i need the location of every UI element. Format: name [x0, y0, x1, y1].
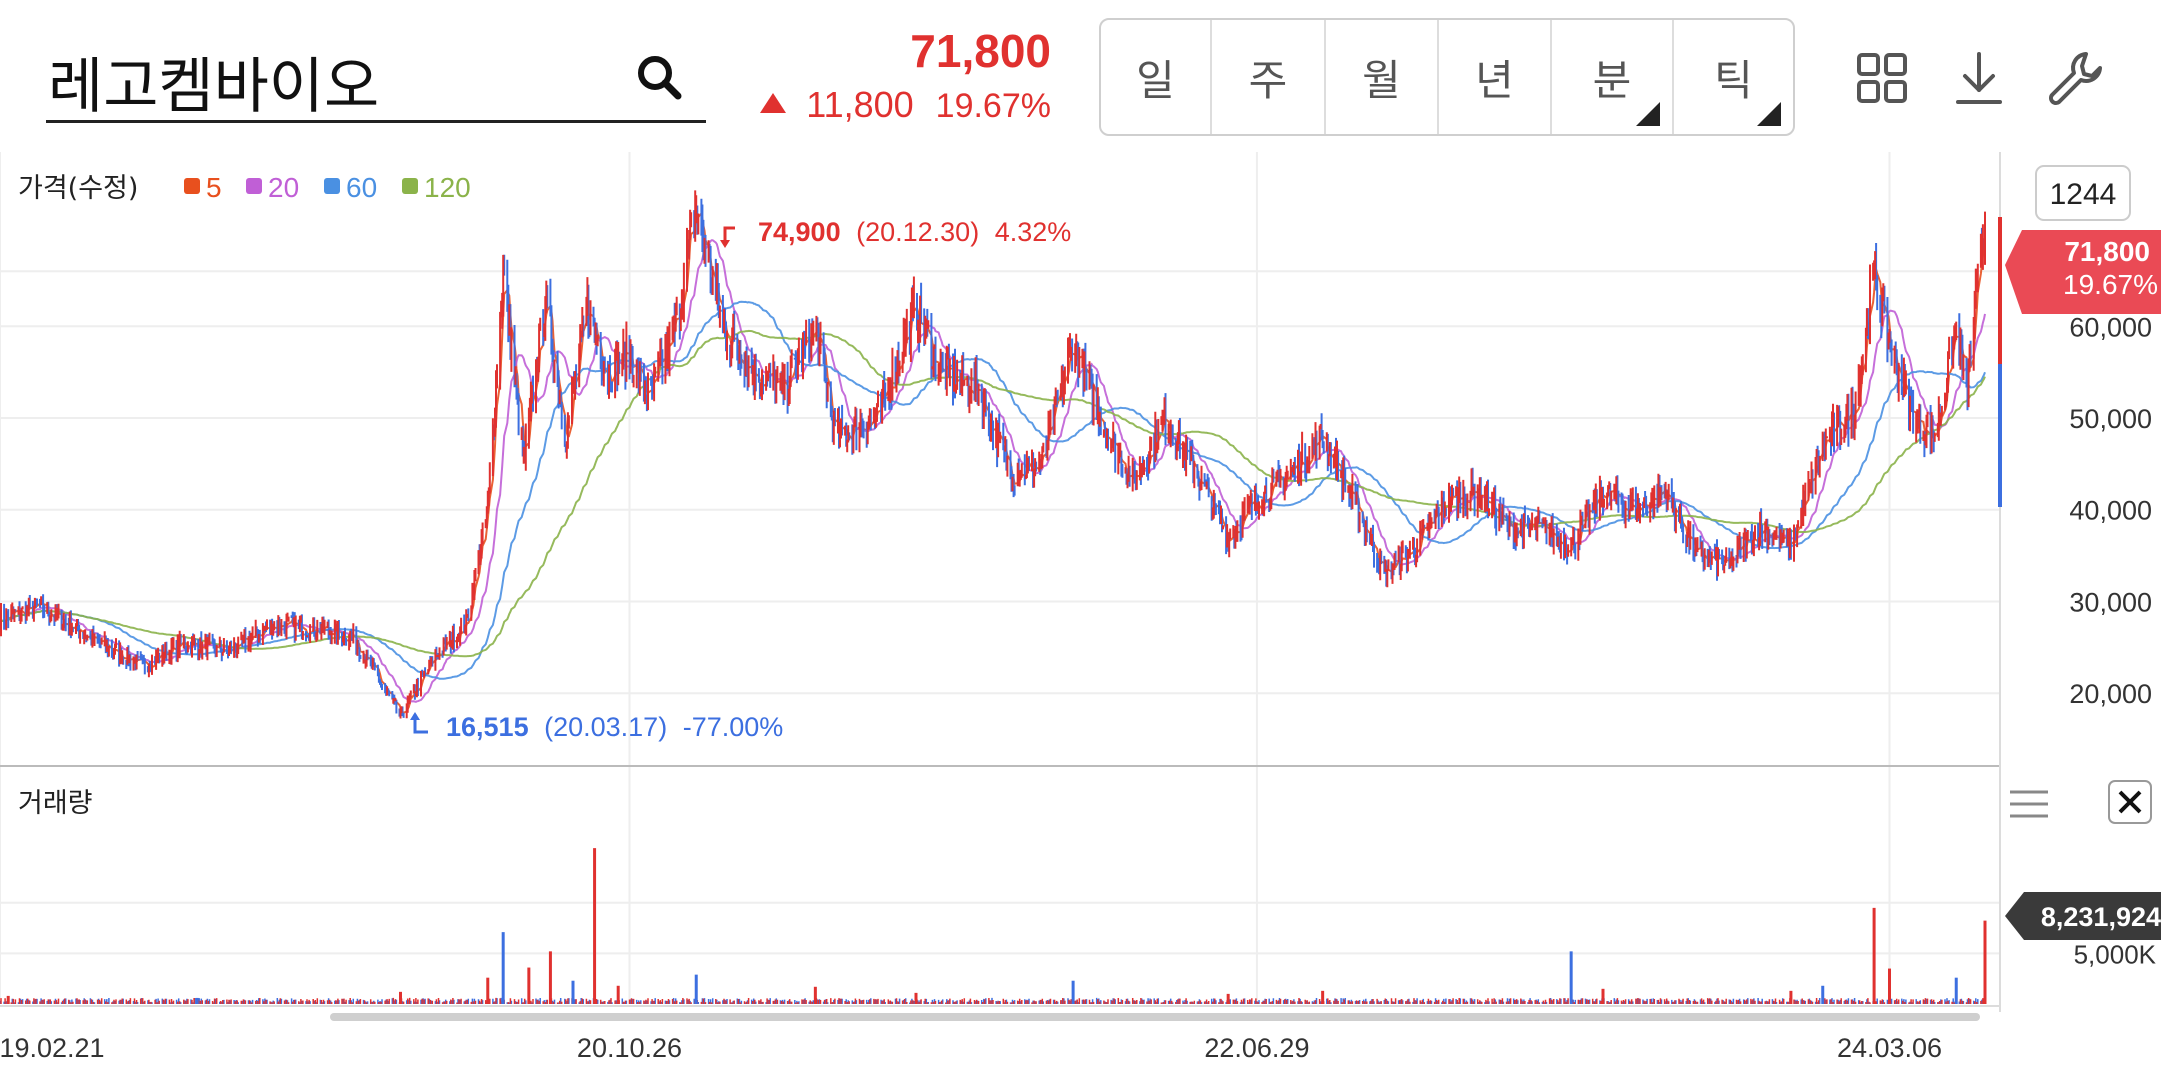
- y-tick-label: 60,000: [2069, 312, 2152, 342]
- change-percent: 19.67%: [935, 87, 1051, 125]
- volume-pane-title: 거래량: [18, 788, 93, 819]
- legend-label: 60: [346, 172, 377, 203]
- wrench-icon[interactable]: [2046, 48, 2106, 108]
- tab-day[interactable]: 일: [1101, 20, 1212, 134]
- current-price-tag: 71,800 19.67%: [2005, 230, 2161, 314]
- period-tabs: 일 주 월 년 분 틱: [1099, 18, 1795, 136]
- volume-tag: 8,231,924: [2005, 892, 2161, 940]
- tab-label: 년: [1475, 55, 1514, 105]
- ma-legend: 5 20 60 120: [184, 172, 471, 203]
- svg-text:74,900 (20.12.30): 74,900 (20.12.30) 4.32%: [758, 217, 1071, 247]
- current-price: 71,800: [910, 25, 1051, 77]
- horizontal-scrollbar[interactable]: [330, 1013, 1980, 1021]
- download-icon[interactable]: [1954, 50, 2004, 106]
- submenu-corner-icon: [1757, 102, 1781, 126]
- x-tick-label: 19.02.21: [0, 1033, 105, 1063]
- low-percent: -77.00%: [683, 712, 784, 742]
- y-tick-label: 40,000: [2069, 496, 2152, 526]
- search-icon[interactable]: [632, 50, 688, 106]
- change-amount: 11,800: [806, 84, 914, 125]
- legend-swatch: [324, 178, 340, 194]
- price-up-candles: [0, 190, 1986, 719]
- tab-minute[interactable]: 분: [1552, 20, 1674, 134]
- x-axis: 19.02.21 20.10.26 22.06.29 24.03.06: [0, 1033, 1942, 1063]
- volume-down-bars: [0, 997, 1985, 1004]
- x-tick-label: 20.10.26: [577, 1033, 682, 1063]
- legend-swatch: [184, 178, 200, 194]
- low-annotation: 16,515 (20.03.17) -77.00%: [410, 712, 783, 742]
- menu-icon[interactable]: [2010, 790, 2048, 818]
- grid: [0, 152, 2000, 1004]
- volume-bars: [0, 848, 1987, 1004]
- low-date: (20.03.17): [544, 712, 667, 742]
- high-percent: 4.32%: [995, 217, 1072, 247]
- up-triangle-icon: [760, 93, 787, 113]
- tab-label: 월: [1362, 55, 1401, 105]
- x-tick-label: 22.06.29: [1204, 1033, 1309, 1063]
- price-change: 11,800 19.67%: [760, 84, 1051, 126]
- legend-label: 20: [268, 172, 299, 203]
- ma-120-line: [0, 329, 1986, 658]
- volume-up-bars: [0, 997, 1986, 1004]
- high-date: (20.12.30): [856, 217, 979, 247]
- price-down-candles: [3, 198, 1985, 718]
- ma-5-line: [0, 211, 1986, 715]
- tab-week[interactable]: 주: [1212, 20, 1326, 134]
- legend-label: 5: [206, 172, 222, 203]
- tab-month[interactable]: 월: [1326, 20, 1439, 134]
- volume-tag-text: 8,231,924: [2041, 902, 2161, 932]
- tab-label: 일: [1136, 55, 1175, 105]
- x-tick-label: 24.03.06: [1837, 1033, 1942, 1063]
- price-y-axis: 60,000 50,000 40,000 30,000 20,000: [2069, 312, 2152, 709]
- candle-count: 1244: [2050, 178, 2117, 211]
- y-tick-label: 30,000: [2069, 587, 2152, 617]
- legend-label: 120: [424, 172, 471, 203]
- tab-year[interactable]: 년: [1439, 20, 1552, 134]
- price-pane-title: 가격(수정): [18, 173, 138, 204]
- ma-60-line: [0, 300, 1986, 680]
- tab-tick[interactable]: 틱: [1674, 20, 1793, 134]
- moving-averages: [0, 211, 1986, 715]
- high-value: 74,900: [758, 217, 841, 247]
- tab-label: 틱: [1714, 55, 1753, 105]
- tab-label: 분: [1592, 55, 1632, 105]
- legend-swatch: [402, 178, 418, 194]
- tab-label: 주: [1248, 55, 1288, 105]
- volume-y-axis: 5,000K: [2074, 939, 2157, 969]
- legend-swatch: [246, 178, 262, 194]
- tag-percent: 19.67%: [2063, 269, 2158, 300]
- low-value: 16,515: [446, 712, 529, 742]
- close-icon[interactable]: [2108, 780, 2152, 824]
- ma-20-line: [0, 239, 1986, 703]
- price-series: [0, 190, 1986, 719]
- volume-y-tick-label: 5,000K: [2074, 939, 2157, 969]
- svg-text:16,515 (20.03.17): 16,515 (20.03.17) -77.00%: [446, 712, 783, 742]
- chart-area[interactable]: 가격(수정) 5 20 60 120 1244 71,800 19.67% 60,00…: [0, 152, 2161, 1080]
- top-bar: 레고켐바이오 71,800 11,800 19.67% 일 주 월 년 분 틱: [0, 0, 2161, 152]
- y-tick-label: 50,000: [2069, 404, 2152, 434]
- y-tick-label: 20,000: [2069, 679, 2152, 709]
- grid-icon[interactable]: [1856, 52, 1908, 104]
- stock-name[interactable]: 레고켐바이오: [48, 52, 380, 122]
- search-underline: [46, 120, 706, 123]
- high-annotation: 74,900 (20.12.30) 4.32%: [720, 217, 1071, 248]
- tag-price: 71,800: [2064, 236, 2150, 267]
- candle-count-box[interactable]: [2035, 165, 2131, 221]
- submenu-corner-icon: [1636, 102, 1660, 126]
